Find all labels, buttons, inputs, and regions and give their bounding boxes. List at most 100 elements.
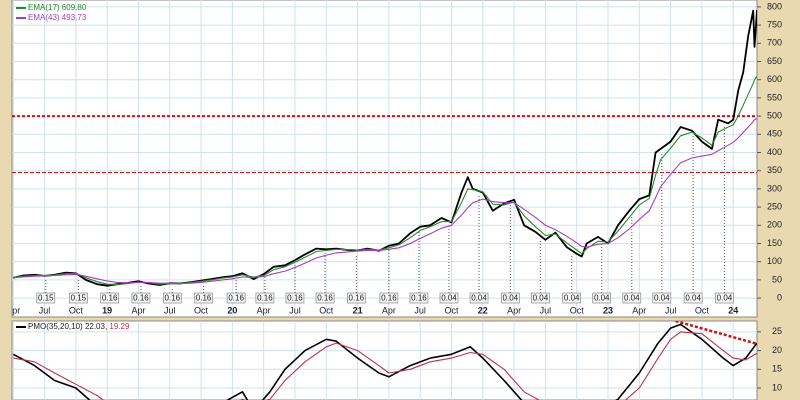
x-tick-label: Oct bbox=[69, 305, 84, 315]
dividend-box bbox=[439, 292, 459, 304]
x-tick-label: Jul bbox=[414, 305, 426, 315]
y-tick-label: 350 bbox=[767, 165, 782, 175]
x-tick-label: Jul bbox=[540, 305, 552, 315]
x-tick-label: Jul bbox=[289, 305, 301, 315]
price-panel bbox=[11, 0, 758, 318]
pmo-label: PMO(35,20,10) 22.03, 19.29 bbox=[28, 322, 130, 331]
dividend-box bbox=[469, 292, 489, 304]
dividend-box bbox=[194, 292, 213, 304]
pmo-title: PMO(35,20,10) bbox=[28, 322, 83, 331]
dividend-box bbox=[379, 292, 399, 304]
series-line bbox=[13, 9, 757, 287]
series-line bbox=[13, 331, 757, 400]
dividend-label: 0.16 bbox=[257, 294, 273, 303]
y-tick-label: 200 bbox=[767, 220, 782, 230]
x-tick-label: Oct bbox=[570, 305, 585, 315]
x-tick-label: Jul bbox=[665, 305, 677, 315]
y-tick-label: 25 bbox=[772, 326, 782, 336]
dividend-label: 0.16 bbox=[228, 294, 244, 303]
dividend-label: 0.04 bbox=[594, 294, 610, 303]
price-plot: Apr Jul Oct 19 Apr Jul Oct 20 Apr Jul Oct 21 Apr Jul O… bbox=[6, 0, 757, 317]
y-tick-label: 700 bbox=[767, 38, 782, 48]
x-tick-label: 24 bbox=[728, 305, 738, 315]
dividend-label: 0.16 bbox=[287, 294, 303, 303]
y-tick-label: 50 bbox=[772, 274, 782, 284]
dividend-box bbox=[715, 292, 734, 304]
dividend-label: 0.04 bbox=[441, 294, 457, 303]
series-line bbox=[12, 323, 757, 400]
dividend-box bbox=[162, 292, 182, 304]
dividend-label: 0.15 bbox=[71, 294, 87, 303]
x-tick-label: Apr bbox=[632, 305, 646, 315]
dividend-box bbox=[131, 292, 151, 304]
dividend-label: 0.16 bbox=[133, 294, 149, 303]
dividend-label: 0.16 bbox=[349, 294, 365, 303]
dividend-label: 0.04 bbox=[471, 294, 487, 303]
x-tick-label: Jul bbox=[39, 305, 51, 315]
dividend-label: 0.04 bbox=[717, 294, 733, 303]
dividend-box bbox=[226, 292, 246, 304]
dividend-box bbox=[531, 292, 550, 304]
y-tick-label: 400 bbox=[767, 147, 782, 157]
x-tick-label: 20 bbox=[227, 305, 237, 315]
dividend-box bbox=[501, 292, 520, 304]
y-tick-label: 650 bbox=[767, 56, 782, 66]
y-tick-label: 100 bbox=[767, 256, 782, 266]
dividend-label: 0.04 bbox=[654, 294, 670, 303]
dividend-box bbox=[100, 292, 119, 304]
y-tick-label: 550 bbox=[767, 92, 782, 102]
dividend-label: 0.04 bbox=[503, 294, 519, 303]
x-tick-label: 23 bbox=[603, 305, 613, 315]
dividend-box bbox=[652, 292, 672, 304]
axes: 0 50 100 150 200 250 300 350 400 450 500 550 600 650 7… bbox=[16, 1, 782, 392]
x-tick-label: Apr bbox=[6, 305, 20, 315]
x-tick-label: Apr bbox=[382, 305, 396, 315]
dividend-box bbox=[36, 292, 56, 304]
legend-value: 609.80 bbox=[62, 3, 87, 12]
legend-name: EMA(17) bbox=[28, 3, 60, 12]
dividend-label: 0.16 bbox=[102, 294, 118, 303]
dividend-label: 0.04 bbox=[624, 294, 640, 303]
y-tick-label: 250 bbox=[767, 201, 782, 211]
y-tick-label: 450 bbox=[767, 129, 782, 139]
x-tick-label: Jul bbox=[164, 305, 176, 315]
y-tick-label: 300 bbox=[767, 183, 782, 193]
dividend-label: 0.04 bbox=[564, 294, 580, 303]
dividend-box bbox=[315, 292, 335, 304]
x-tick-label: 21 bbox=[353, 305, 363, 315]
x-tick-label: Apr bbox=[257, 305, 271, 315]
y-tick-label: 600 bbox=[767, 74, 782, 84]
x-tick-label: 22 bbox=[478, 305, 488, 315]
dividend-box bbox=[592, 292, 612, 304]
dividend-box bbox=[683, 292, 703, 304]
dividend-box bbox=[409, 292, 429, 304]
y-tick-label: 750 bbox=[767, 19, 782, 29]
x-tick-label: 19 bbox=[102, 305, 112, 315]
y-tick-label: 150 bbox=[767, 238, 782, 248]
y-tick-label: 500 bbox=[767, 110, 782, 120]
series-line bbox=[13, 117, 757, 285]
x-tick-label: Oct bbox=[695, 305, 710, 315]
y-tick-label: 15 bbox=[772, 364, 782, 374]
dividend-label: 0.04 bbox=[685, 294, 701, 303]
signal-value: 19.29 bbox=[109, 322, 130, 331]
x-tick-label: Apr bbox=[507, 305, 521, 315]
y-tick-label: 10 bbox=[772, 382, 782, 392]
dividend-box bbox=[562, 292, 581, 304]
x-tick-label: Oct bbox=[444, 305, 459, 315]
y-tick-label: 20 bbox=[772, 345, 782, 355]
legend-entry: EMA(17) 609.80 bbox=[28, 3, 87, 12]
legend-name: EMA(43) bbox=[28, 13, 60, 22]
pmo-value: 22.03 bbox=[85, 322, 106, 331]
x-tick-label: Apr bbox=[131, 305, 145, 315]
legend-value: 493.73 bbox=[62, 13, 87, 22]
pmo-plot bbox=[12, 321, 757, 400]
dividend-label: 0.16 bbox=[317, 294, 333, 303]
trend-line bbox=[675, 321, 757, 346]
dividend-label: 0.16 bbox=[164, 294, 180, 303]
y-tick-label: 800 bbox=[767, 1, 782, 11]
dividend-box bbox=[347, 292, 366, 304]
legend-entry: EMA(43) 493.73 bbox=[28, 13, 87, 22]
dividend-label: 0.04 bbox=[533, 294, 549, 303]
